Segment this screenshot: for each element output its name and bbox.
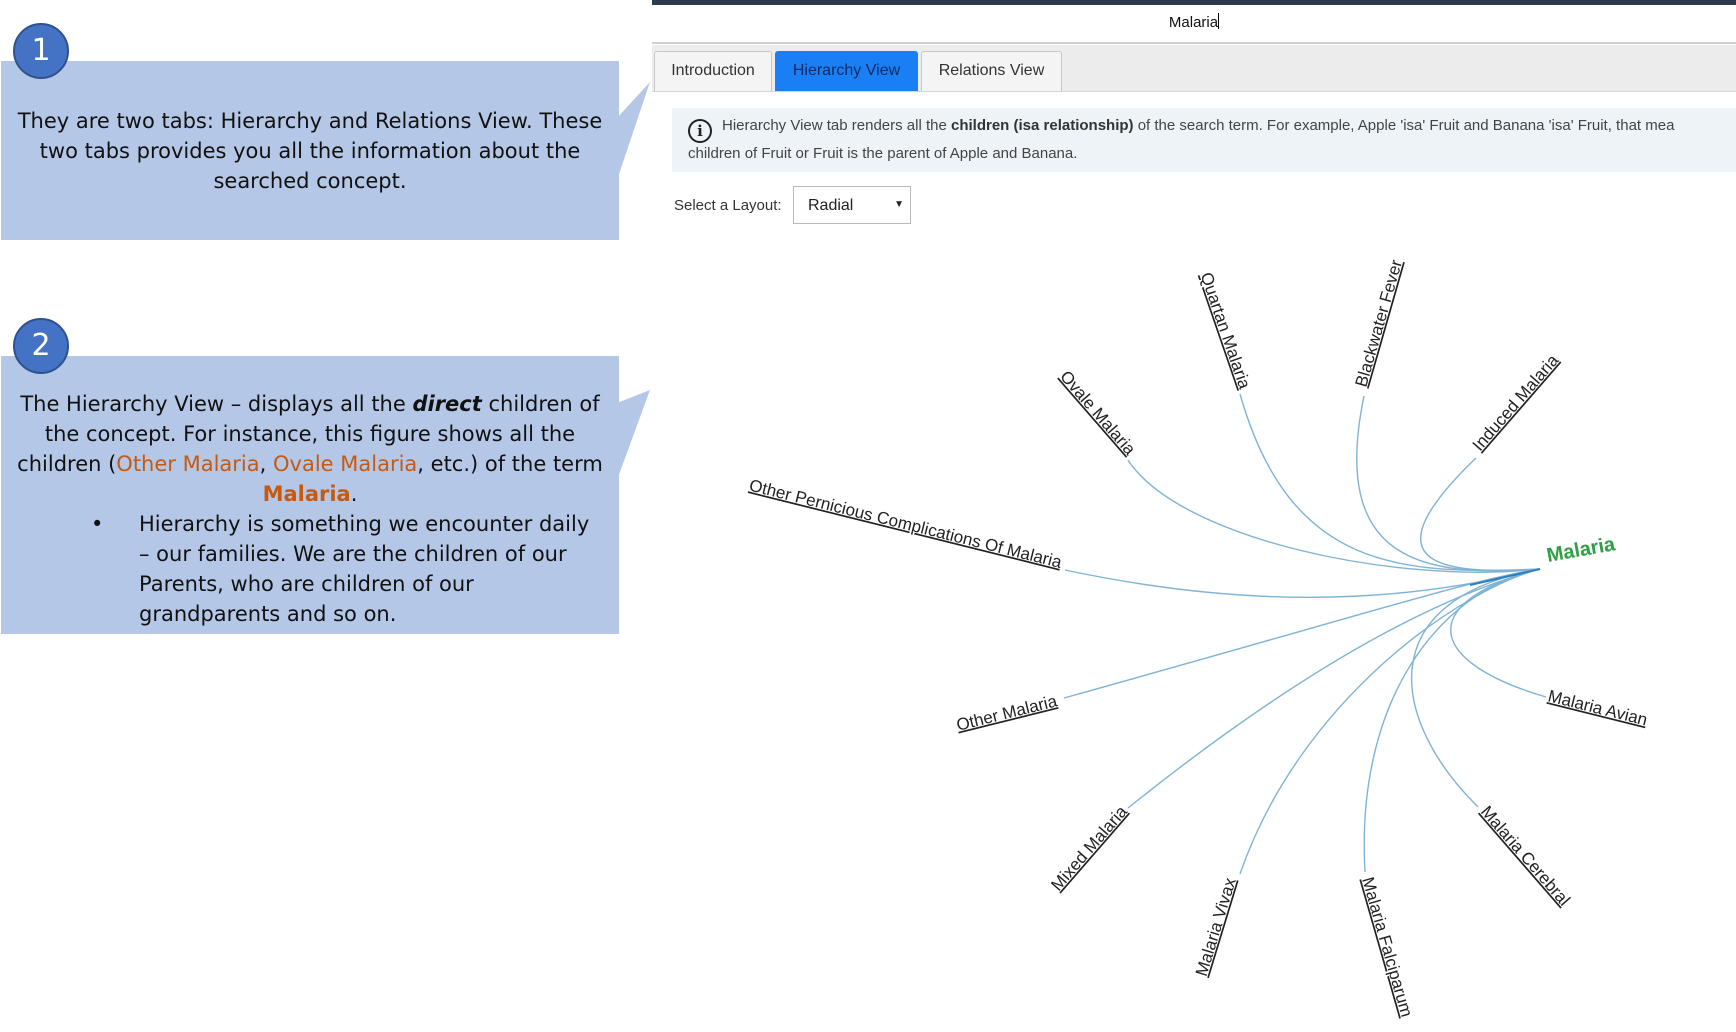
- tree-link: [1239, 568, 1541, 875]
- tree-link: [1063, 568, 1541, 699]
- tree-child-label[interactable]: Malaria Avian: [1546, 686, 1649, 729]
- tree-links: [1063, 393, 1547, 875]
- info-text-line-2: children of Fruit or Fruit is the parent…: [688, 145, 1078, 162]
- layout-label: Select a Layout:: [674, 197, 782, 214]
- info-circle-icon: i: [688, 119, 712, 143]
- tree-child-label[interactable]: Mixed Malaria: [1047, 802, 1131, 895]
- search-underline: [652, 42, 1736, 44]
- tree-labels: Quartan Malaria Blackwater Fever Ovale Mal…: [747, 257, 1649, 1019]
- tree-child-label[interactable]: Malaria Cerebral: [1477, 802, 1574, 909]
- tree-root-stem: [1469, 568, 1541, 586]
- tab-introduction[interactable]: Introduction: [654, 51, 772, 91]
- tree-link: [1363, 568, 1541, 873]
- emphasis-direct: direct: [412, 392, 482, 416]
- tab-hierarchy-view[interactable]: Hierarchy View: [775, 51, 918, 91]
- chevron-down-icon: ▼: [894, 199, 904, 210]
- callout-1-text: They are two tabs: Hierarchy and Relatio…: [17, 109, 603, 193]
- tree-child-label[interactable]: Malaria Vivax: [1192, 875, 1240, 978]
- example-other-malaria: Other Malaria: [116, 452, 260, 476]
- top-bar: [652, 0, 1736, 5]
- tree-link: [1420, 457, 1541, 572]
- tree-link: [1450, 568, 1547, 698]
- tree-link: [1411, 568, 1541, 808]
- tree-child-label[interactable]: Induced Malaria: [1469, 350, 1563, 454]
- callout-box-1: They are two tabs: Hierarchy and Relatio…: [1, 61, 619, 240]
- tab-strip: Introduction Hierarchy View Relations Vi…: [652, 45, 1736, 92]
- layout-select-value: Radial: [808, 197, 854, 214]
- callout-box-2: The Hierarchy View – displays all the di…: [1, 356, 619, 634]
- info-text-line-1: Hierarchy View tab renders all the child…: [722, 117, 1675, 134]
- tree-child-label[interactable]: Other Malaria: [954, 691, 1059, 734]
- tree-child-label[interactable]: Blackwater Fever: [1352, 257, 1407, 389]
- tree-child-label[interactable]: Ovale Malaria: [1056, 367, 1139, 459]
- info-banner: i Hierarchy View tab renders all the chi…: [672, 108, 1736, 172]
- callout-2-bullet: • Hierarchy is something we encounter da…: [15, 509, 605, 629]
- tree-child-label[interactable]: Malaria Falciparum: [1358, 875, 1416, 1019]
- tree-link: [1356, 395, 1541, 572]
- callout-pointers: [617, 82, 650, 480]
- tree-child-label[interactable]: Other Pernicious Complications Of Malari…: [747, 476, 1064, 572]
- search-input[interactable]: Malaria: [1168, 13, 1220, 31]
- tree-link: [1127, 459, 1541, 573]
- app-panel: Malaria Introduction Hierarchy View Rela…: [652, 0, 1736, 1032]
- term-malaria: Malaria: [262, 482, 351, 506]
- tab-relations-view[interactable]: Relations View: [921, 51, 1062, 91]
- example-ovale-malaria: Ovale Malaria: [273, 452, 418, 476]
- tree-root-label[interactable]: Malaria: [1545, 533, 1618, 567]
- step-number-badge-1: 1: [13, 23, 69, 79]
- layout-select[interactable]: Radial ▼: [793, 186, 911, 224]
- bullet-dot: •: [91, 512, 104, 536]
- callout-2-text: The Hierarchy View – displays all the di…: [15, 389, 605, 629]
- tree-child-label[interactable]: Quartan Malaria: [1197, 270, 1255, 392]
- bullet-text: Hierarchy is something we encounter dail…: [139, 512, 590, 626]
- callout-2-intro: The Hierarchy View – displays all the di…: [17, 392, 603, 506]
- step-number-badge-2: 2: [13, 318, 69, 374]
- tree-link: [1127, 568, 1541, 809]
- text-caret: [1218, 13, 1220, 29]
